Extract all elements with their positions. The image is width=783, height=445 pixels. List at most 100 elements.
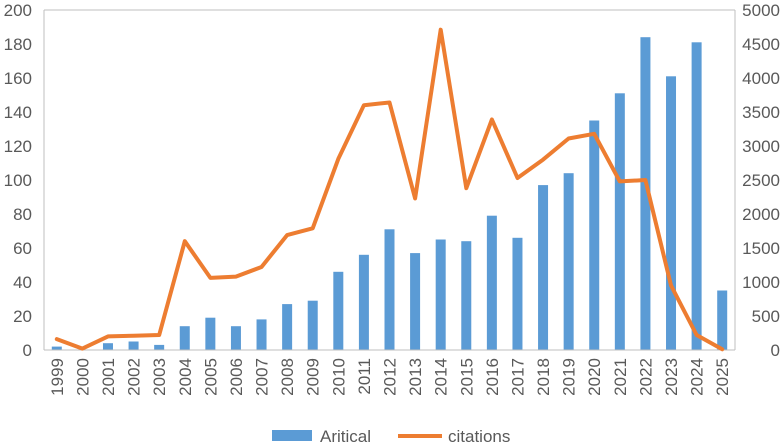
x-tick-label: 2000 <box>73 358 92 396</box>
bar-2023 <box>666 76 677 351</box>
bar-2014 <box>435 239 446 350</box>
x-tick-label: 2019 <box>560 358 579 396</box>
citations-point-2024 <box>696 334 698 336</box>
x-tick-label: 2001 <box>99 358 118 396</box>
citations-point-2014 <box>440 29 442 31</box>
left-tick-label: 60 <box>13 239 32 258</box>
citations-point-2021 <box>619 180 621 182</box>
citations-point-2020 <box>593 133 595 135</box>
x-tick-label: 2002 <box>125 358 144 396</box>
left-tick-label: 20 <box>13 307 32 326</box>
right-tick-label: 2500 <box>742 171 780 190</box>
bar-2018 <box>538 185 549 350</box>
x-tick-label: 2010 <box>329 358 348 396</box>
x-tick-label: 2025 <box>713 358 732 396</box>
x-tick-label: 2013 <box>406 358 425 396</box>
x-tick-label: 2021 <box>611 358 630 396</box>
bar-2013 <box>410 253 421 350</box>
citations-point-2002 <box>133 335 135 337</box>
x-tick-label: 2023 <box>662 358 681 396</box>
bar-2021 <box>614 93 625 351</box>
x-tick-label: 2014 <box>432 358 451 396</box>
right-tick-label: 500 <box>752 307 780 326</box>
left-tick-label: 40 <box>13 273 32 292</box>
bar-2016 <box>486 215 497 350</box>
left-tick-label: 100 <box>4 171 32 190</box>
right-axis: 0 500 1000 1500 2000 2500 3000 3500 4000 4500 5000 <box>742 1 780 360</box>
citations-point-2000 <box>81 348 83 350</box>
bar-2005 <box>205 317 216 350</box>
x-tick-label: 1999 <box>48 358 67 396</box>
citations-point-2001 <box>107 335 109 337</box>
citations-point-2025 <box>721 348 723 350</box>
citations-series <box>54 27 725 352</box>
left-tick-label: 120 <box>4 137 32 156</box>
citations-point-2023 <box>670 284 672 286</box>
right-tick-label: 0 <box>771 341 780 360</box>
x-tick-label: 2006 <box>227 358 246 396</box>
right-tick-label: 5000 <box>742 1 780 20</box>
citations-point-2007 <box>261 266 263 268</box>
x-tick-label: 2012 <box>381 358 400 396</box>
citations-point-2012 <box>389 101 390 103</box>
citations-point-2004 <box>184 240 186 242</box>
x-tick-label: 2016 <box>483 358 502 396</box>
citations-point-2018 <box>542 159 544 161</box>
legend-label-citations: citations <box>448 427 510 445</box>
citations-point-2008 <box>286 234 288 236</box>
x-tick-label: 2020 <box>585 358 604 396</box>
x-tick-label: 2009 <box>304 358 323 396</box>
citations-point-1999 <box>56 338 58 340</box>
right-tick-label: 4500 <box>742 35 780 54</box>
bar-2001 <box>102 343 113 350</box>
bar-2015 <box>461 241 472 350</box>
right-tick-label: 1500 <box>742 239 780 258</box>
x-tick-label: 2005 <box>201 358 220 396</box>
bar-2024 <box>691 42 702 351</box>
right-tick-label: 4000 <box>742 69 780 88</box>
x-tick-label: 2018 <box>534 358 553 396</box>
legend-item-aritical[interactable]: Aritical <box>272 427 371 445</box>
x-axis: 1999 2000 2001 2002 2003 2004 2005 2006 2007 2008… <box>48 358 732 396</box>
x-tick-label: 2022 <box>636 358 655 396</box>
x-tick-label: 2008 <box>278 358 297 396</box>
x-tick-label: 2004 <box>176 358 195 396</box>
left-axis: 0 20 40 60 80 100 120 140 160 180 200 <box>4 1 32 360</box>
left-tick-label: 80 <box>13 205 32 224</box>
bar-2007 <box>256 319 267 350</box>
x-tick-label: 2015 <box>457 358 476 396</box>
legend-item-citations[interactable]: citations <box>398 427 510 445</box>
bar-2003 <box>154 344 165 350</box>
bar-2011 <box>358 254 369 350</box>
citations-point-2016 <box>491 118 493 120</box>
x-tick-label: 2007 <box>253 358 272 396</box>
bar-2025 <box>717 290 728 350</box>
left-tick-label: 180 <box>4 35 32 54</box>
right-tick-label: 2000 <box>742 205 780 224</box>
citations-point-2017 <box>516 177 518 179</box>
citations-point-2011 <box>363 104 365 106</box>
citations-point-2010 <box>337 158 339 160</box>
bar-2009 <box>307 300 318 350</box>
bar-2020 <box>589 120 600 350</box>
legend: Aritical citations <box>272 427 510 445</box>
x-tick-label: 2017 <box>508 358 527 396</box>
citations-point-2015 <box>465 187 467 189</box>
x-tick-label: 2003 <box>150 358 169 396</box>
bar-2022 <box>640 37 651 350</box>
citations-point-2005 <box>209 277 211 279</box>
bar-2008 <box>282 304 293 350</box>
x-tick-label: 2011 <box>355 358 374 395</box>
bar-2017 <box>512 237 523 350</box>
right-tick-label: 1000 <box>742 273 780 292</box>
bar-2004 <box>179 326 190 350</box>
left-tick-label: 0 <box>23 341 32 360</box>
aritical-series <box>51 37 728 351</box>
bar-2012 <box>384 229 395 350</box>
bar-2019 <box>563 173 574 350</box>
bar-2006 <box>230 326 241 350</box>
left-tick-label: 140 <box>4 103 32 122</box>
legend-label-aritical: Aritical <box>320 427 371 445</box>
right-tick-label: 3000 <box>742 137 780 156</box>
